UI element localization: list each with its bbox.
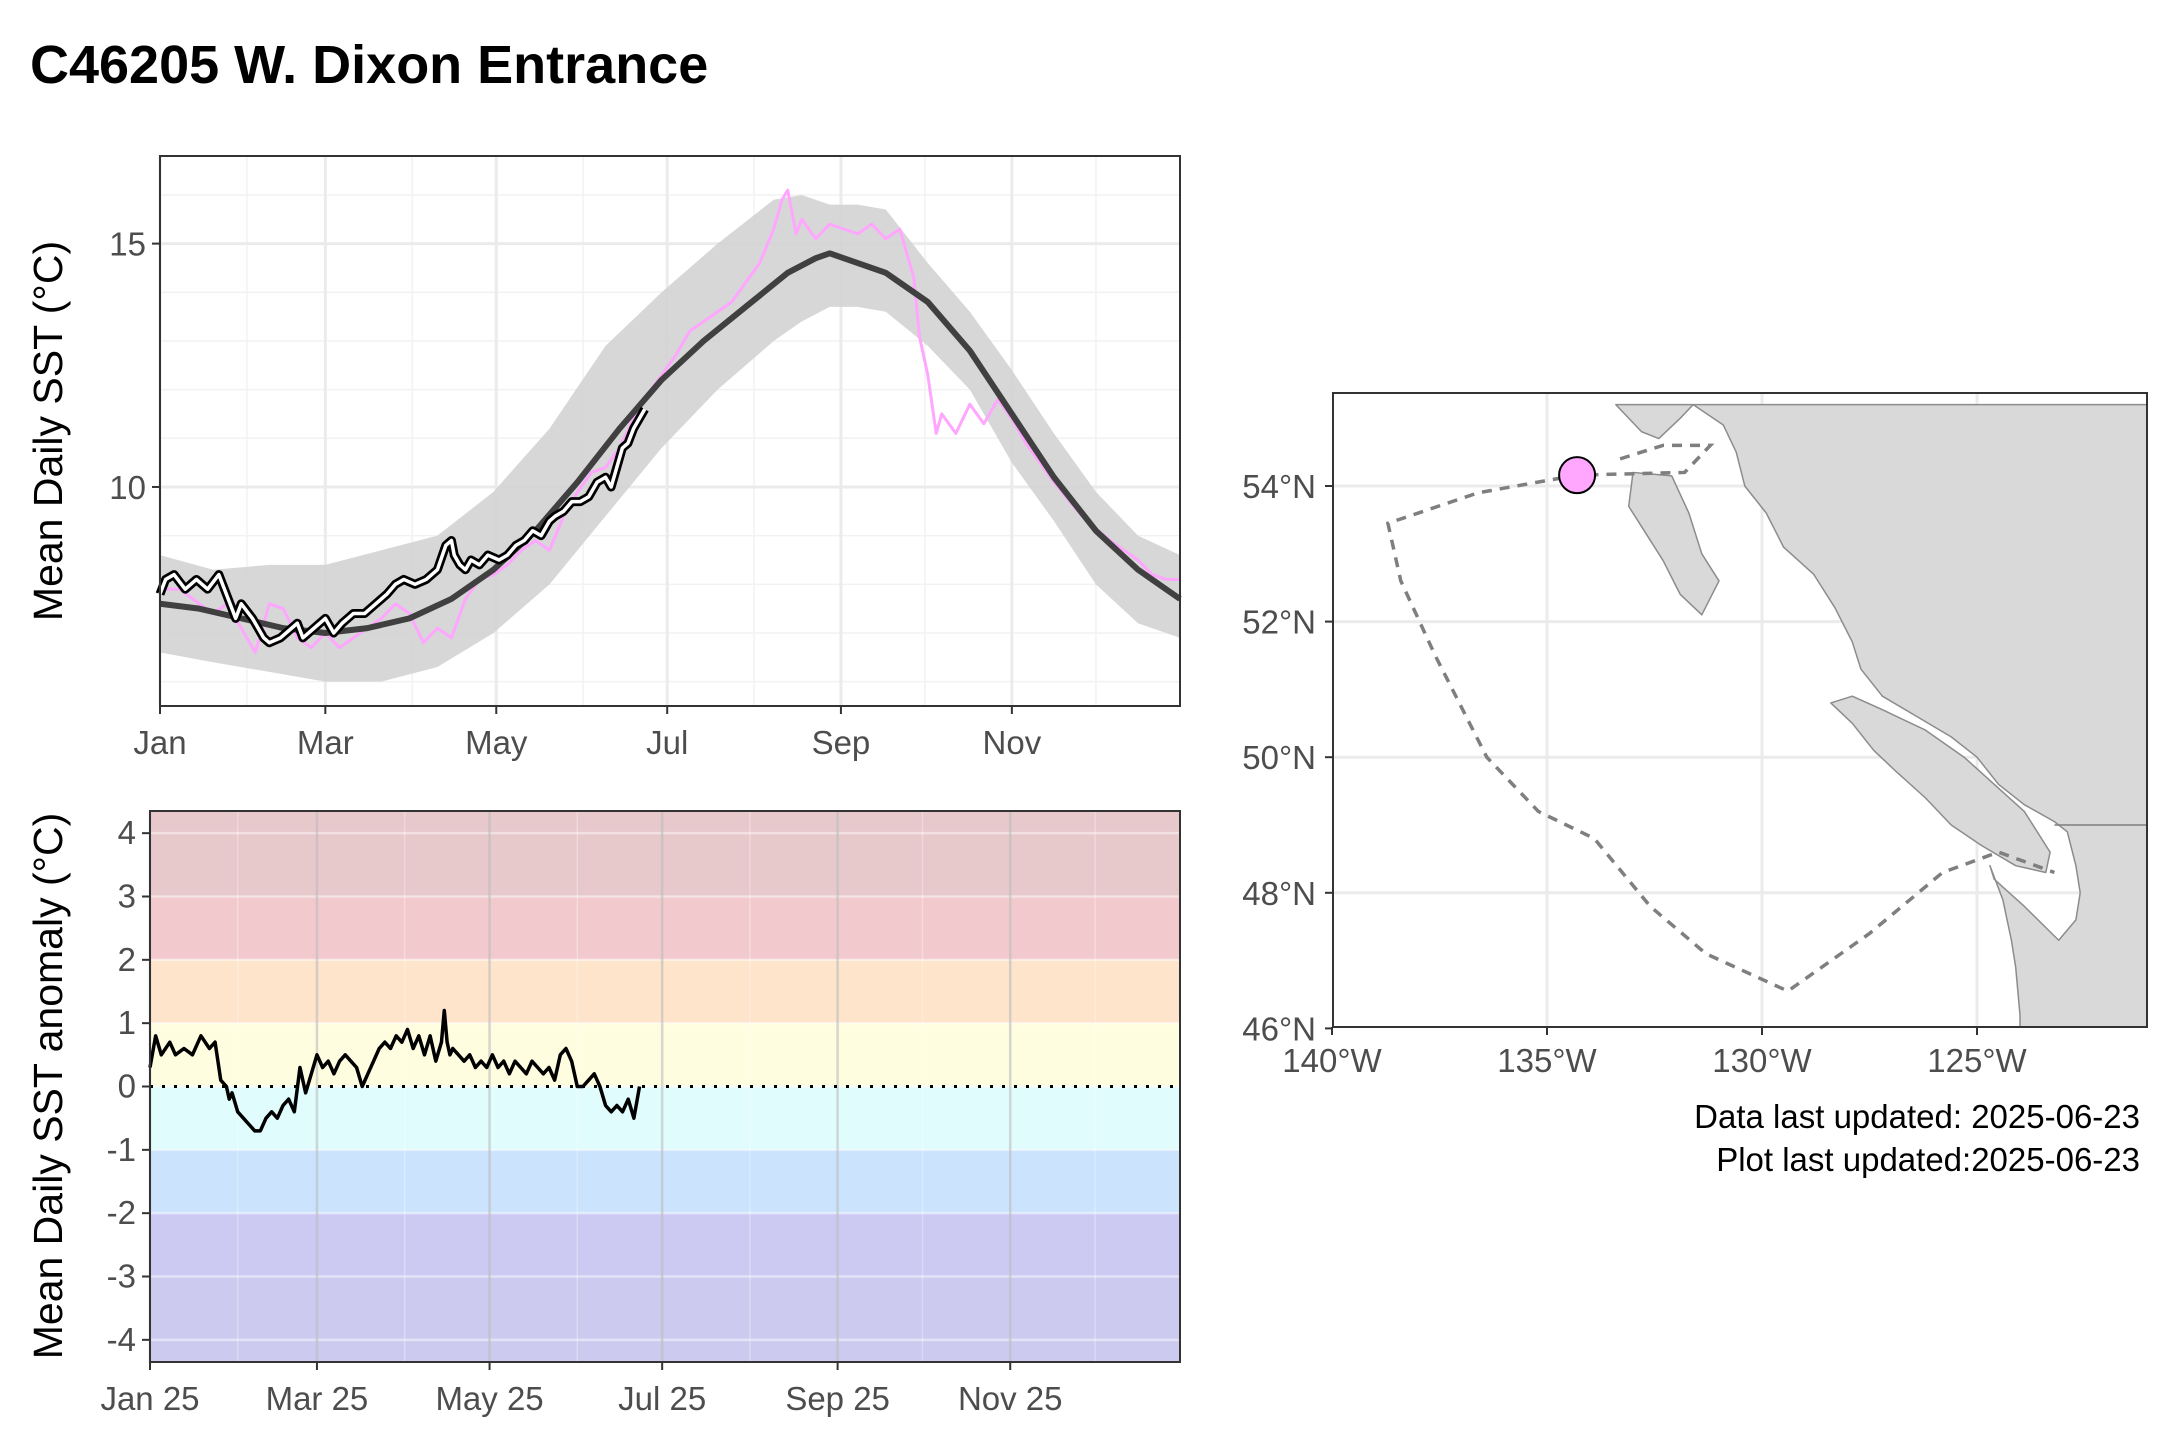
- last-year-series-line: [160, 188, 1180, 654]
- sst-panel: 10 15 Jan Mar May Jul Sep Nov Mean Daily SST (°…: [25, 155, 1182, 761]
- anomaly-y-tick-label: -1: [107, 1131, 136, 1168]
- anomaly-x-tick-label: May 25: [435, 1380, 543, 1417]
- sst-x-tick-label: Jan: [133, 724, 186, 761]
- plot-updated-note: Plot last updated:2025-06-23: [1716, 1141, 2140, 1178]
- sst-x-tick-label: Jul: [646, 724, 688, 761]
- anomaly-y-tick-label: 0: [118, 1068, 136, 1105]
- sst-data-layer: [155, 188, 1182, 682]
- map-lon-tick-label: 140°W: [1282, 1042, 1382, 1079]
- anomaly-y-tick-label: -2: [107, 1194, 136, 1231]
- map-lat-tick-label: 50°N: [1242, 739, 1316, 776]
- sst-y-tick-label: 10: [109, 469, 146, 506]
- map-land-layer: [1615, 403, 2147, 1027]
- anomaly-y-axis-title: Mean Daily SST anomaly (°C): [25, 813, 71, 1360]
- map-lon-tick-label: 130°W: [1712, 1042, 1812, 1079]
- climatology-range-band: [160, 194, 1180, 682]
- anomaly-band: [150, 959, 1180, 1024]
- anomaly-band: [150, 1276, 1180, 1362]
- alaska-island-shape: [1615, 403, 1694, 440]
- anomaly-y-tick-label: -3: [107, 1258, 136, 1295]
- anomaly-band: [150, 896, 1180, 960]
- anomaly-grid: [148, 811, 1180, 1362]
- map-lat-tick-label: 46°N: [1242, 1010, 1316, 1047]
- anomaly-data-layer: [148, 1008, 1180, 1133]
- sst-x-tick-label: Mar: [297, 724, 354, 761]
- anomaly-band: [150, 1213, 1180, 1277]
- data-updated-note: Data last updated: 2025-06-23: [1694, 1098, 2140, 1135]
- anomaly-panel: 4 3 2 1 0 -1 -2 -3 -4 Jan 25 Mar 25 May 25 Jul 25 Sep…: [25, 810, 1181, 1417]
- map-lat-tick-label: 52°N: [1242, 604, 1316, 641]
- map-lon-tick-label: 125°W: [1927, 1042, 2027, 1079]
- anomaly-bands: [150, 811, 1180, 1362]
- region-boundary-line: [1385, 443, 2055, 994]
- sst-panel-border: [159, 155, 1181, 707]
- anomaly-x-tick-label: Mar 25: [266, 1380, 369, 1417]
- anomaly-y-tick-label: 3: [118, 878, 136, 915]
- page-title: C46205 W. Dixon Entrance: [30, 35, 709, 95]
- map-panel-border: [1332, 392, 2148, 1028]
- mainland-shape: [1692, 403, 2147, 1027]
- vancouver-island-shape: [1830, 695, 2051, 874]
- anomaly-x-tick-label: Jan 25: [100, 1380, 199, 1417]
- sst-y-tick-label: 15: [109, 226, 146, 263]
- haida-gwaii-shape: [1627, 471, 1720, 616]
- map-lon-tick-label: 135°W: [1497, 1042, 1597, 1079]
- anomaly-band: [150, 1023, 1180, 1087]
- map-lat-tick-label: 48°N: [1242, 875, 1316, 912]
- anomaly-y-tick-label: 1: [118, 1004, 136, 1041]
- map-lat-tick-label: 54°N: [1242, 468, 1316, 505]
- station-marker: [1558, 456, 1597, 495]
- current-year-series-line: [158, 408, 647, 645]
- anomaly-series-line: [148, 1008, 642, 1133]
- sst-x-tick-label: Sep: [812, 724, 871, 761]
- anomaly-y-tick-label: -4: [107, 1321, 136, 1358]
- anomaly-axes: 4 3 2 1 0 -1 -2 -3 -4 Jan 25 Mar 25 May 25 Jul 25 Sep…: [100, 814, 1062, 1417]
- sst-axes: 10 15 Jan Mar May Jul Sep Nov: [109, 226, 1041, 761]
- anomaly-x-tick-label: Nov 25: [958, 1380, 1063, 1417]
- anomaly-band: [150, 811, 1180, 897]
- anomaly-x-tick-label: Jul 25: [618, 1380, 706, 1417]
- sst-x-tick-label: Nov: [983, 724, 1042, 761]
- anomaly-band: [150, 1086, 1180, 1150]
- map-overlay-layer: [1385, 443, 2055, 994]
- anomaly-y-tick-label: 2: [118, 941, 136, 978]
- sst-x-tick-label: May: [465, 724, 528, 761]
- anomaly-band: [150, 1149, 1180, 1214]
- anomaly-y-tick-label: 4: [118, 814, 136, 851]
- sst-y-axis-title: Mean Daily SST (°C): [25, 241, 71, 621]
- anomaly-x-tick-label: Sep 25: [785, 1380, 890, 1417]
